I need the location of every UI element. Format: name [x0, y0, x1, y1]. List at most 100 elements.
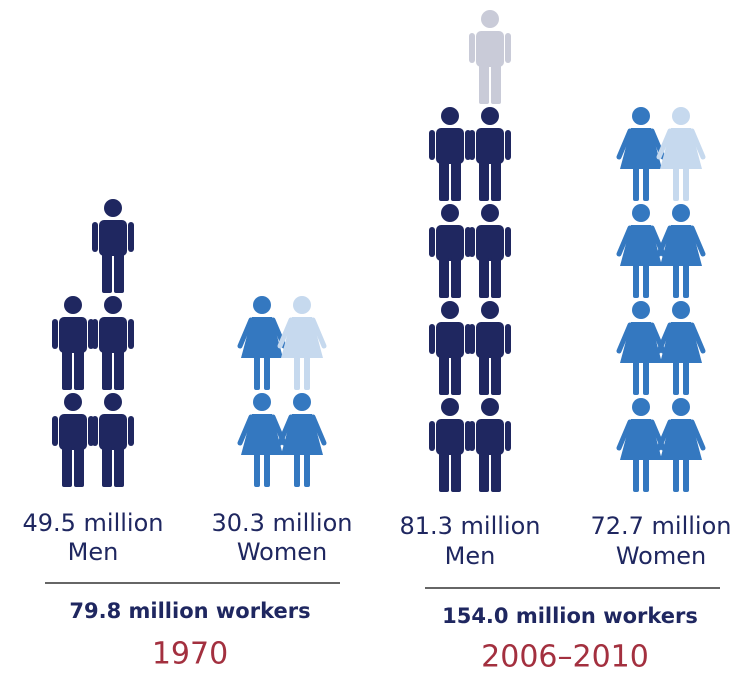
arm — [128, 222, 134, 252]
leg — [673, 361, 679, 395]
leg — [643, 361, 649, 395]
arm — [429, 130, 435, 160]
head — [441, 107, 459, 125]
head — [672, 301, 690, 319]
person-icon — [469, 10, 511, 104]
dress — [241, 414, 283, 455]
series-name: Women — [237, 538, 327, 566]
person-icon — [656, 301, 706, 395]
arm — [505, 324, 511, 354]
person-icon — [656, 398, 706, 492]
leg — [439, 258, 449, 298]
arms — [656, 419, 706, 451]
dress — [660, 419, 702, 460]
head — [293, 393, 311, 411]
torso — [59, 414, 87, 450]
leg — [673, 458, 679, 492]
leg — [62, 350, 72, 390]
person-icon — [616, 107, 666, 201]
head — [481, 107, 499, 125]
person-icon — [469, 398, 511, 492]
head — [293, 296, 311, 314]
dress — [660, 128, 702, 169]
arm — [429, 421, 435, 451]
arm — [128, 416, 134, 446]
leg — [491, 452, 501, 492]
torso — [436, 128, 464, 164]
arm — [505, 227, 511, 257]
dress — [620, 128, 662, 169]
leg — [114, 447, 124, 487]
leg — [491, 64, 501, 104]
head — [481, 301, 499, 319]
arm — [52, 319, 58, 349]
leg — [633, 167, 639, 201]
person-icon — [429, 301, 471, 395]
arm — [469, 130, 475, 160]
leg — [683, 361, 689, 395]
arms — [656, 322, 706, 354]
leg — [62, 447, 72, 487]
person-icon — [429, 204, 471, 298]
leg — [102, 350, 112, 390]
arm — [505, 421, 511, 451]
dress — [281, 317, 323, 358]
leg — [491, 355, 501, 395]
head — [632, 398, 650, 416]
leg — [254, 356, 260, 390]
person-icon — [469, 107, 511, 201]
arm — [92, 416, 98, 446]
dress — [241, 317, 283, 358]
head — [481, 398, 499, 416]
leg — [451, 258, 461, 298]
head — [253, 393, 271, 411]
leg — [683, 264, 689, 298]
arms — [277, 414, 327, 446]
leg — [304, 453, 310, 487]
head — [253, 296, 271, 314]
head — [632, 301, 650, 319]
person-icon — [92, 296, 134, 390]
value-label: 49.5 million — [22, 509, 163, 537]
head — [632, 107, 650, 125]
arms — [656, 128, 706, 160]
torso — [476, 225, 504, 261]
leg — [451, 161, 461, 201]
person-icon — [656, 204, 706, 298]
head — [632, 204, 650, 222]
leg — [451, 452, 461, 492]
leg — [264, 356, 270, 390]
leg — [633, 458, 639, 492]
leg — [439, 161, 449, 201]
person-icon — [469, 204, 511, 298]
series-name: Men — [68, 538, 119, 566]
head — [441, 204, 459, 222]
head — [441, 301, 459, 319]
dress — [660, 322, 702, 363]
leg — [491, 258, 501, 298]
leg — [683, 167, 689, 201]
arm — [429, 227, 435, 257]
head — [481, 204, 499, 222]
leg — [633, 361, 639, 395]
torso — [436, 322, 464, 358]
leg — [633, 264, 639, 298]
leg — [643, 167, 649, 201]
head — [104, 199, 122, 217]
dress — [281, 414, 323, 455]
arms — [277, 317, 327, 349]
person-icon — [429, 107, 471, 201]
dress — [620, 225, 662, 266]
leg — [74, 447, 84, 487]
torso — [59, 317, 87, 353]
dress — [620, 419, 662, 460]
torso — [436, 419, 464, 455]
person-icon — [616, 204, 666, 298]
total-label: 79.8 million workers — [69, 599, 310, 623]
torso — [476, 31, 504, 67]
leg — [479, 258, 489, 298]
dress — [660, 225, 702, 266]
leg — [439, 452, 449, 492]
leg — [451, 355, 461, 395]
